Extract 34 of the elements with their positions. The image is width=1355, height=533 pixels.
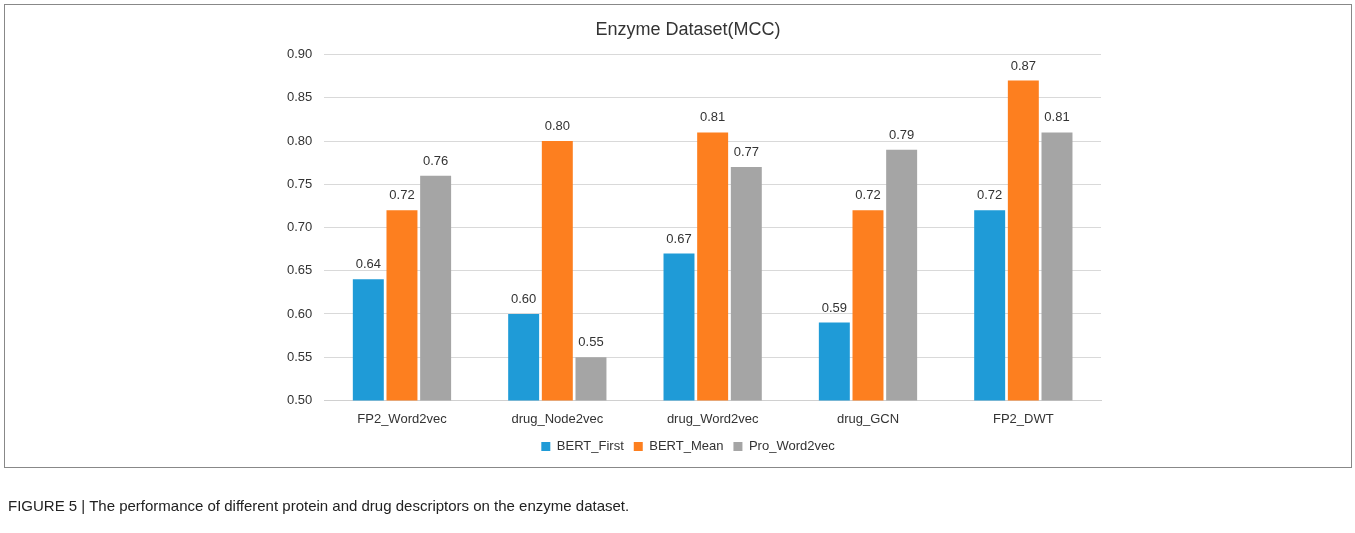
data-label: 0.77 bbox=[733, 144, 759, 160]
data-label: 0.81 bbox=[699, 109, 726, 125]
data-label: 0.67 bbox=[666, 230, 692, 246]
y-tick-label: 0.55 bbox=[286, 348, 313, 364]
caption: FIGURE 5 | The performance of different protein and drug descriptors on the enzyme dataset. bbox=[8, 497, 630, 514]
data-label: 0.72 bbox=[855, 187, 881, 203]
data-label: 0.60 bbox=[511, 291, 537, 307]
y-tick-label: 0.90 bbox=[286, 46, 313, 62]
x-tick-label: drug_Word2vec bbox=[666, 410, 759, 426]
y-tick-label: 0.50 bbox=[286, 391, 313, 407]
x-tick-label: drug_Node2vec bbox=[511, 410, 604, 426]
y-tick-label: 0.75 bbox=[286, 175, 313, 191]
data-label: 0.72 bbox=[977, 187, 1003, 203]
data-label: 0.59 bbox=[821, 299, 847, 315]
data-label: 0.76 bbox=[422, 152, 449, 168]
y-tick-label: 0.85 bbox=[286, 89, 313, 105]
data-label: 0.55 bbox=[578, 334, 604, 350]
chart-title: Enzyme Dataset(MCC) bbox=[595, 18, 781, 39]
y-tick-label: 0.70 bbox=[286, 219, 313, 235]
x-tick-label: FP2_DWT bbox=[992, 410, 1054, 426]
data-label: 0.72 bbox=[389, 187, 415, 203]
y-tick-label: 0.80 bbox=[286, 132, 313, 148]
data-label: 0.64 bbox=[355, 256, 381, 272]
data-label: 0.81 bbox=[1044, 109, 1070, 125]
x-tick-label: drug_GCN bbox=[836, 410, 900, 426]
x-tick-label: FP2_Word2vec bbox=[357, 410, 448, 426]
y-tick-label: 0.60 bbox=[286, 305, 313, 321]
data-label: 0.80 bbox=[544, 118, 570, 134]
legend-label: BERT_Mean bbox=[649, 438, 724, 454]
data-label: 0.79 bbox=[888, 126, 915, 142]
data-label: 0.87 bbox=[1010, 57, 1036, 73]
legend-label: BERT_First bbox=[556, 438, 625, 454]
y-tick-label: 0.65 bbox=[286, 262, 313, 278]
legend-label: Pro_Word2vec bbox=[748, 438, 836, 454]
